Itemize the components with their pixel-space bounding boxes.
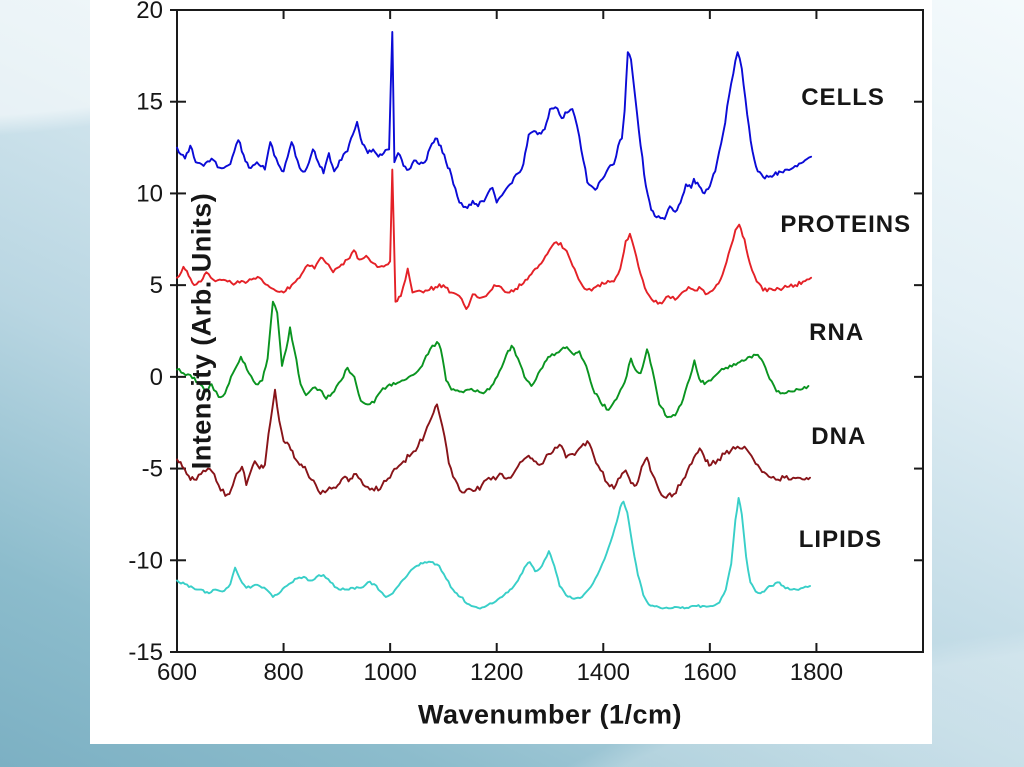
svg-text:15: 15 <box>136 89 163 116</box>
x-axis-title: Wavenumber (1/cm) <box>417 699 683 730</box>
series-label-rna: RNA <box>809 318 865 346</box>
svg-text:1000: 1000 <box>363 659 416 686</box>
series-label-cells: CELLS <box>801 84 885 112</box>
spectrum-trace-lipids <box>176 496 811 610</box>
spectrum-trace-dna <box>176 388 811 499</box>
series-label-lipids: LIPIDS <box>798 526 883 554</box>
svg-text:-10: -10 <box>128 547 163 574</box>
spectra-chart-panel: 600 800 1000 1200 1400 1600 1800 20 15 10 5 0 -5 -10 -… <box>90 0 932 744</box>
series-label-proteins: PROTEINS <box>780 210 912 238</box>
series-label-dna: DNA <box>811 423 867 451</box>
svg-text:600: 600 <box>157 659 197 686</box>
svg-text:1400: 1400 <box>577 659 630 686</box>
svg-text:1200: 1200 <box>470 659 523 686</box>
y-axis-title: Intensity (Arb. Units) <box>186 192 217 470</box>
raman-spectra-plot: 600 800 1000 1200 1400 1600 1800 20 15 10 5 0 -5 -10 -… <box>128 0 924 686</box>
svg-text:20: 20 <box>136 0 163 24</box>
svg-text:1800: 1800 <box>790 659 843 686</box>
spectrum-trace-cells <box>176 31 813 221</box>
svg-text:800: 800 <box>264 659 304 686</box>
svg-text:0: 0 <box>150 364 163 391</box>
svg-text:5: 5 <box>150 272 163 299</box>
spectrum-trace-rna <box>176 300 810 419</box>
svg-text:10: 10 <box>136 180 163 207</box>
svg-text:1600: 1600 <box>683 659 736 686</box>
svg-text:-15: -15 <box>128 639 163 666</box>
svg-text:-5: -5 <box>142 456 163 483</box>
spectrum-trace-proteins <box>176 168 813 310</box>
